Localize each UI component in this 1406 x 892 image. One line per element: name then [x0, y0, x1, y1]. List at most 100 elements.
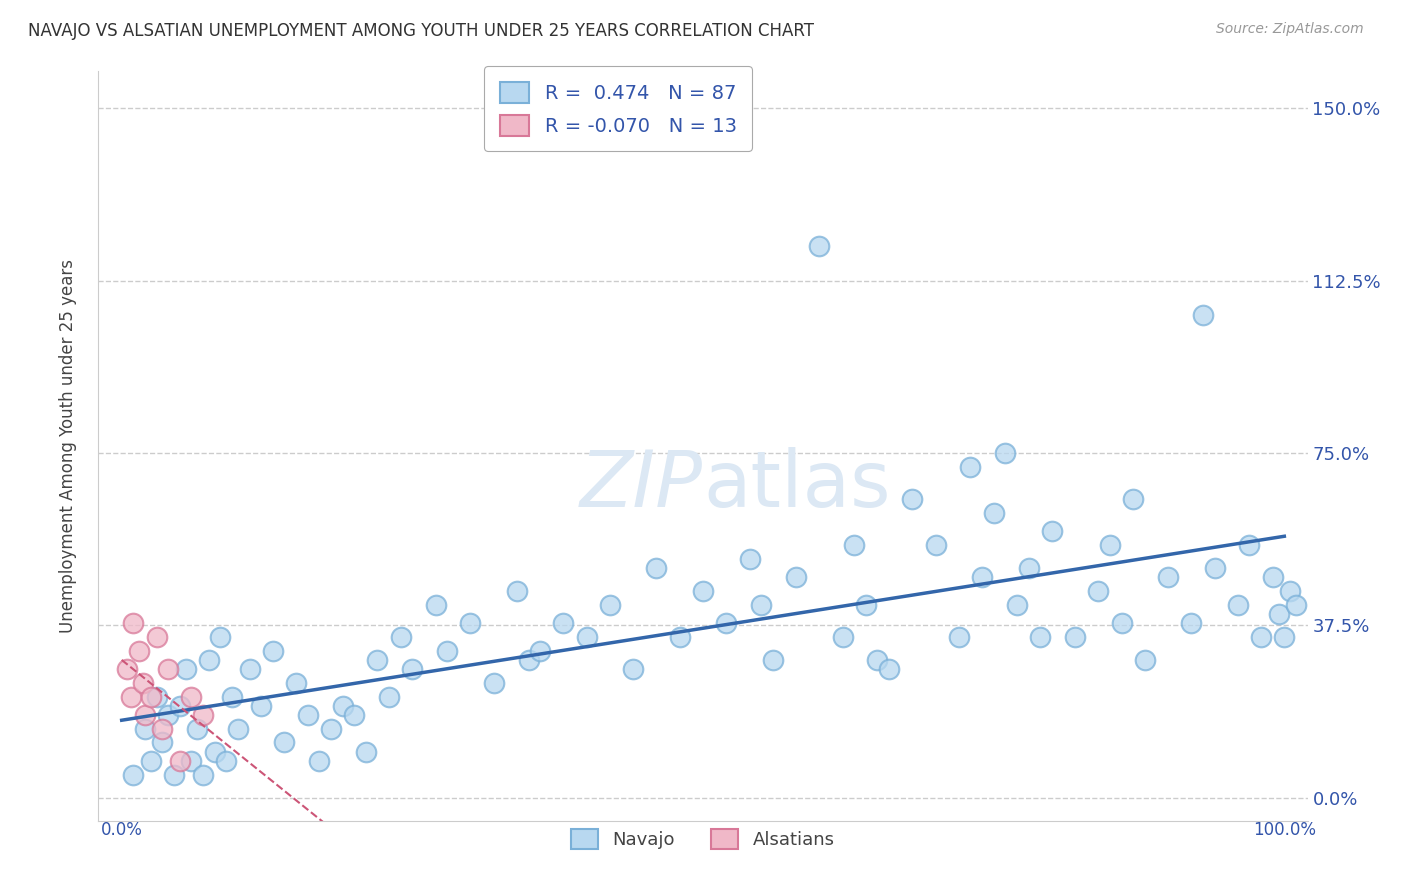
Point [1005, 598, 1028, 612]
Point [128, 643, 150, 657]
Point [866, 653, 889, 667]
Point [134, 722, 156, 736]
Point [354, 745, 377, 759]
Point [460, 615, 482, 630]
Point [983, 506, 1005, 520]
Point [343, 707, 366, 722]
Point [139, 690, 162, 704]
Point [186, 722, 208, 736]
Point [948, 630, 970, 644]
Point [122, 767, 145, 781]
Text: NAVAJO VS ALSATIAN UNEMPLOYMENT AMONG YOUTH UNDER 25 YEARS CORRELATION CHART: NAVAJO VS ALSATIAN UNEMPLOYMENT AMONG YO… [28, 22, 814, 40]
Point [1029, 630, 1052, 644]
Point [122, 615, 145, 630]
Point [425, 598, 447, 612]
Point [150, 735, 173, 749]
Point [1040, 524, 1063, 538]
Point [1180, 615, 1202, 630]
Point [738, 551, 761, 566]
Point [1272, 630, 1295, 644]
Point [1279, 583, 1302, 598]
Point [785, 570, 807, 584]
Point [1018, 561, 1040, 575]
Point [506, 583, 529, 598]
Point [901, 491, 924, 506]
Point [621, 662, 644, 676]
Point [120, 690, 142, 704]
Point [831, 630, 853, 644]
Point [215, 754, 238, 768]
Point [389, 630, 412, 644]
Point [645, 561, 668, 575]
Point [1087, 583, 1109, 598]
Point [297, 707, 319, 722]
Point [221, 690, 243, 704]
Point [134, 707, 156, 722]
Point [239, 662, 262, 676]
Point [117, 662, 139, 676]
Point [762, 653, 785, 667]
Point [1064, 630, 1087, 644]
Point [226, 722, 249, 736]
Point [332, 698, 354, 713]
Point [378, 690, 401, 704]
Point [308, 754, 330, 768]
Point [145, 690, 167, 704]
Point [877, 662, 900, 676]
Point [1285, 598, 1308, 612]
Point [482, 675, 505, 690]
Point [1111, 615, 1133, 630]
Point [808, 239, 831, 253]
Point [157, 662, 180, 676]
Point [250, 698, 273, 713]
Y-axis label: Unemployment Among Youth under 25 years: Unemployment Among Youth under 25 years [59, 259, 77, 633]
Point [1157, 570, 1180, 584]
Point [970, 570, 993, 584]
Point [844, 538, 866, 552]
Point [668, 630, 690, 644]
Point [262, 643, 284, 657]
Legend: Navajo, Alsatians: Navajo, Alsatians [564, 822, 842, 856]
Point [169, 698, 191, 713]
Point [401, 662, 423, 676]
Point [131, 675, 153, 690]
Text: Source: ZipAtlas.com: Source: ZipAtlas.com [1216, 22, 1364, 37]
Point [1267, 607, 1289, 621]
Point [716, 615, 738, 630]
Point [157, 707, 180, 722]
Point [174, 662, 197, 676]
Point [180, 690, 202, 704]
Point [575, 630, 598, 644]
Point [139, 754, 162, 768]
Point [994, 446, 1017, 460]
Point [163, 767, 186, 781]
Point [1133, 653, 1156, 667]
Text: 0.0%: 0.0% [101, 821, 142, 838]
Point [959, 459, 981, 474]
Point [436, 643, 458, 657]
Point [204, 745, 226, 759]
Point [285, 675, 308, 690]
Point [1226, 598, 1249, 612]
Point [1192, 308, 1215, 322]
Point [319, 722, 342, 736]
Point [924, 538, 946, 552]
Point [855, 598, 877, 612]
Point [180, 754, 202, 768]
Point [1122, 491, 1144, 506]
Text: ZIP: ZIP [581, 447, 703, 523]
Text: 100.0%: 100.0% [1253, 821, 1316, 838]
Point [150, 722, 173, 736]
Point [1250, 630, 1272, 644]
Point [692, 583, 714, 598]
Point [366, 653, 388, 667]
Point [1204, 561, 1226, 575]
Point [191, 767, 214, 781]
Point [517, 653, 540, 667]
Text: atlas: atlas [703, 447, 890, 523]
Point [1239, 538, 1261, 552]
Point [273, 735, 295, 749]
Point [169, 754, 191, 768]
Point [1098, 538, 1121, 552]
Point [1261, 570, 1284, 584]
